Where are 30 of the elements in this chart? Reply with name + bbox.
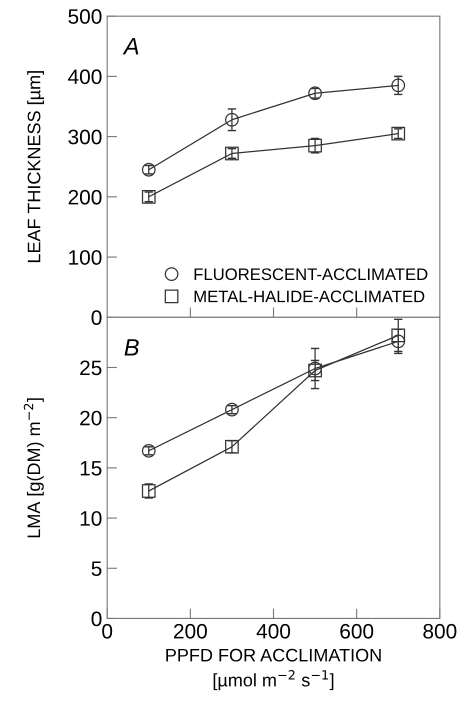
- y-axis-title: LMA [g(DM) m$^{−2}$]: [24, 398, 44, 538]
- y-tick-label: 10: [80, 511, 102, 526]
- x-tick-label: 800: [423, 624, 456, 639]
- y-tick-label: 20: [80, 410, 102, 426]
- point: [391, 334, 406, 348]
- y-tick-label: 15: [80, 461, 102, 476]
- y-tick-label: 0: [92, 310, 102, 326]
- annotation: B: [124, 339, 139, 356]
- y-tick-label: 400: [68, 69, 102, 84]
- y-tick-label: 25: [80, 360, 102, 376]
- annotation: A: [122, 38, 138, 54]
- point: [225, 402, 239, 417]
- point: [391, 328, 406, 342]
- y-tick-label: 500: [68, 9, 102, 24]
- y-axis-title: LEAF THICKNESS [µm]: [27, 71, 44, 262]
- x-tick-label: 0: [102, 624, 112, 639]
- x-tick-label: 600: [340, 624, 374, 639]
- point: [225, 112, 239, 127]
- x-tick-label: 200: [174, 624, 207, 639]
- legend-label: METAL-HALIDE-ACCLIMATED: [194, 290, 424, 302]
- y-tick-label: 5: [92, 561, 102, 576]
- x-axis-title: PPFD FOR ACCLIMATION [µmol m$^{−2}$ s$^{−1}$]: [166, 648, 381, 690]
- point: [142, 444, 156, 458]
- y-tick-label: 0: [92, 611, 102, 626]
- y-tick-label: 100: [69, 250, 102, 265]
- point: [391, 78, 406, 92]
- legend-label: FLUORESCENT-ACCLIMATED: [194, 268, 428, 280]
- y-tick-label: 200: [68, 190, 102, 205]
- x-tick-label: 400: [256, 624, 290, 639]
- y-tick-label: 300: [68, 130, 102, 144]
